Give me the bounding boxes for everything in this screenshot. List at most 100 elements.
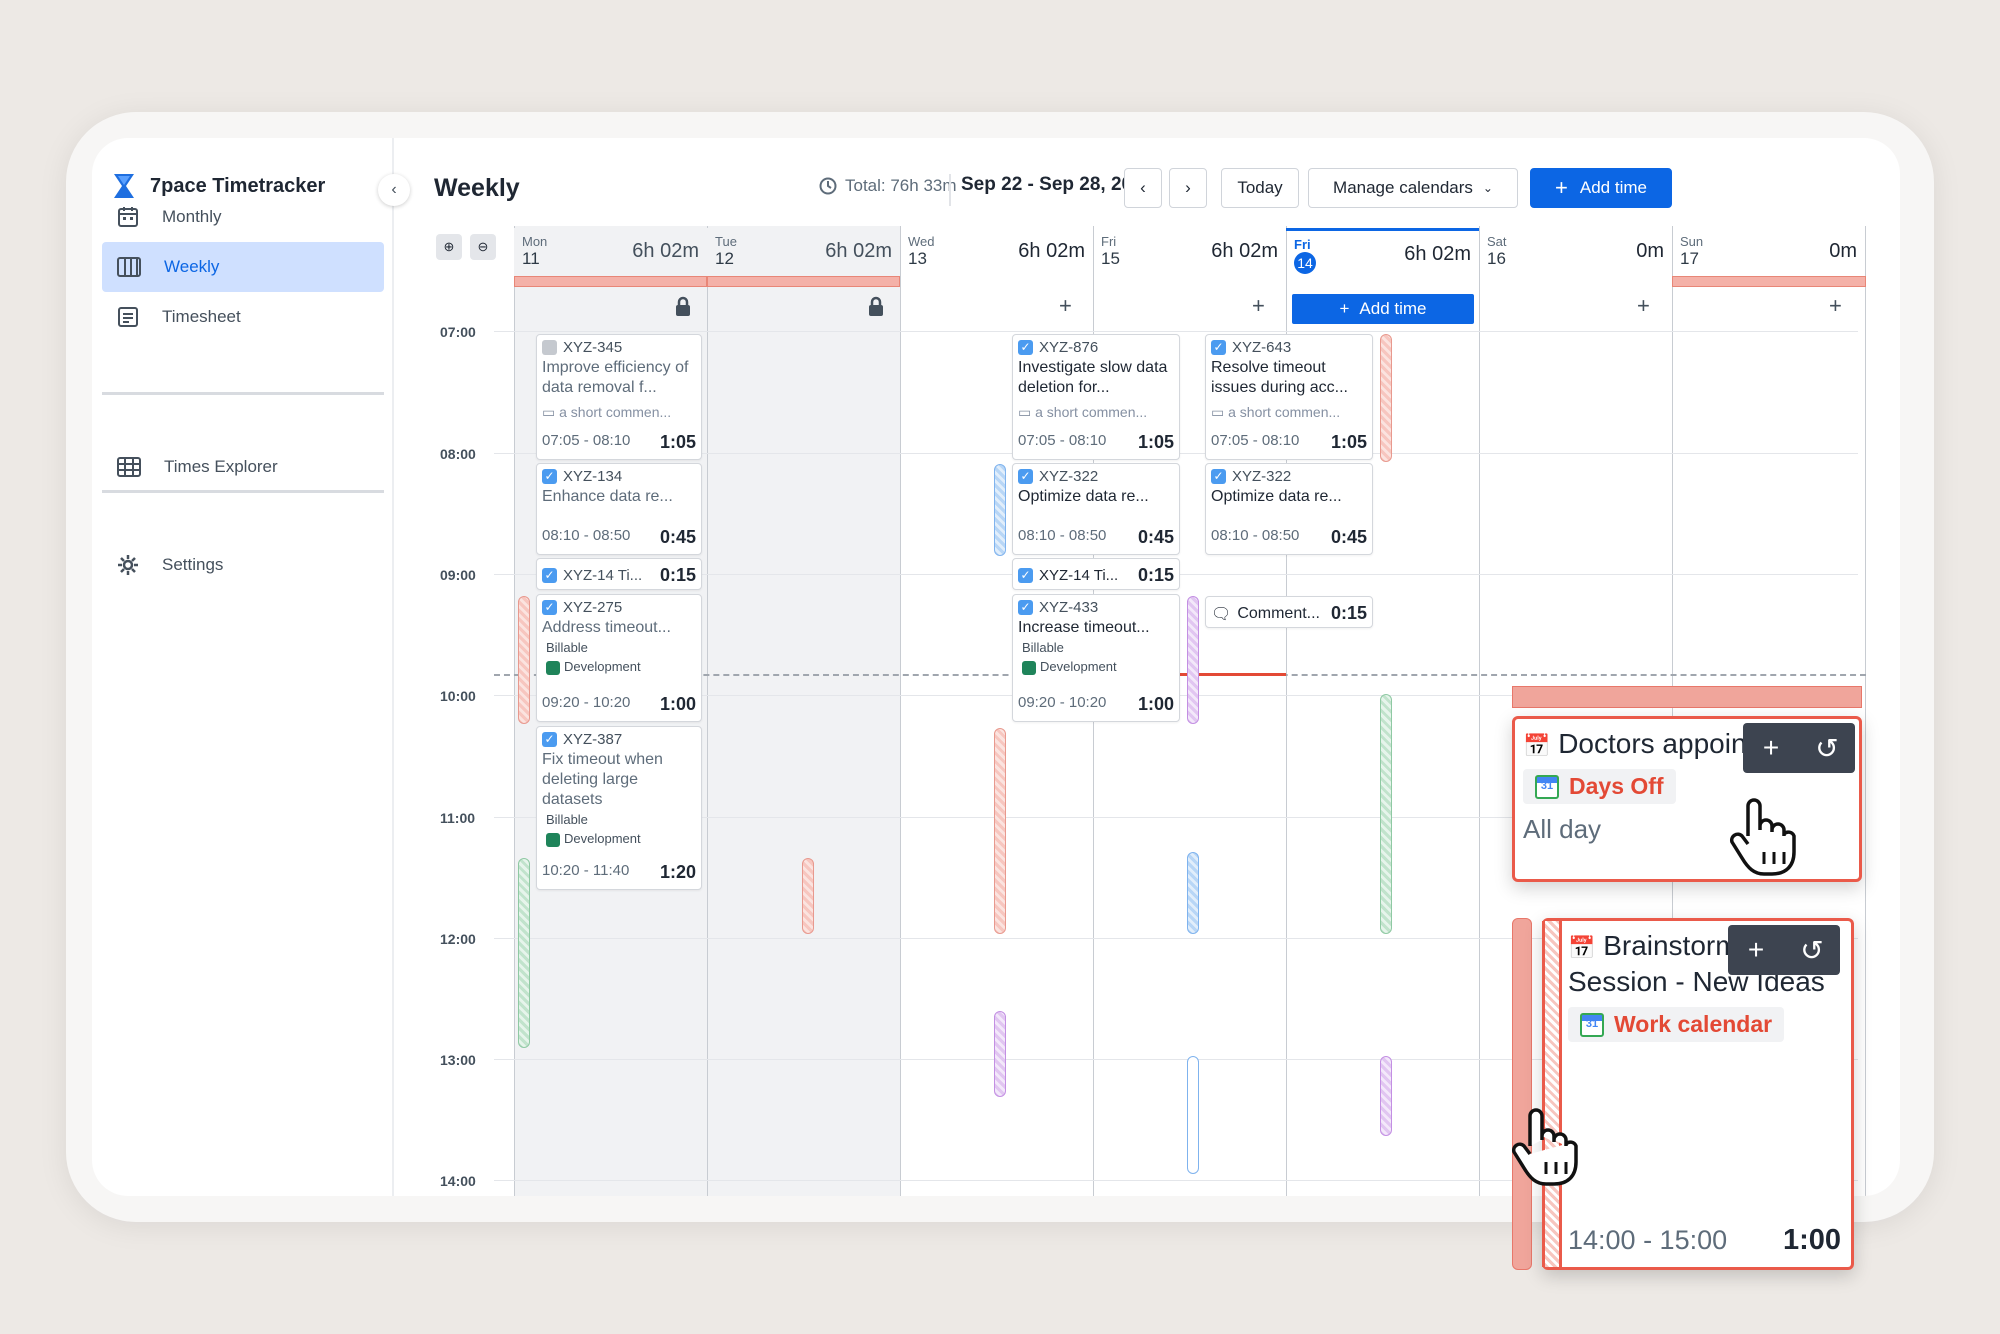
entry-range: 07:05 - 08:10 xyxy=(1018,432,1107,449)
calendar-event-marker[interactable] xyxy=(1380,1056,1392,1136)
sidebar-divider xyxy=(102,392,384,395)
time-entry[interactable]: XYZ-345 Improve efficiency of data remov… xyxy=(536,334,702,460)
entry-id: XYZ-275 xyxy=(563,599,623,616)
day-hours: 6h 02m xyxy=(1018,240,1085,262)
time-entry[interactable]: ✓ XYZ-14 Ti... 0:15 xyxy=(1012,558,1180,590)
event-duration: 1:00 xyxy=(1782,1224,1841,1256)
entry-id-row: XYZ-345 xyxy=(542,339,696,356)
doctors-appointment-card[interactable]: 📅 Doctors appointment 31 Days Off All day… xyxy=(1512,716,1862,882)
event-actions: + ↺ xyxy=(1728,925,1840,975)
entry-title: Investigate slow data deletion for... xyxy=(1018,359,1168,396)
calendar-event-marker[interactable] xyxy=(1187,852,1199,934)
calendar-event-marker[interactable] xyxy=(802,858,814,934)
sidebar-item-weekly[interactable]: Weekly xyxy=(102,242,384,292)
entry-id: XYZ-433 xyxy=(1039,599,1099,616)
calendar-week-icon xyxy=(117,257,141,277)
time-entry[interactable]: ✓ XYZ-876 Investigate slow data deletion … xyxy=(1012,334,1180,460)
day-name: Sun xyxy=(1680,234,1704,249)
entry-range: 10:20 - 11:40 xyxy=(542,862,630,879)
today-button[interactable]: Today xyxy=(1221,168,1299,208)
sidebar-item-timesheet[interactable]: Timesheet xyxy=(102,292,384,342)
hour-line xyxy=(494,938,1858,939)
day-column-sun[interactable] xyxy=(1672,226,1866,1196)
history-icon[interactable]: ↺ xyxy=(1800,934,1824,966)
entry-duration: 0:45 xyxy=(1330,527,1367,547)
checkbox-icon: ✓ xyxy=(1018,600,1033,615)
calendar-name: Days Off xyxy=(1569,773,1664,799)
tag-label: Development xyxy=(564,831,641,846)
calendar-event-marker[interactable] xyxy=(994,464,1006,556)
next-week-button[interactable]: › xyxy=(1169,168,1207,208)
checkbox-icon: ✓ xyxy=(542,568,557,583)
day-date: 17 xyxy=(1680,249,1699,268)
add-entry-plus-icon[interactable]: + xyxy=(1252,293,1265,318)
today-date: 14 xyxy=(1294,252,1316,274)
calendar-event-marker[interactable] xyxy=(994,1011,1006,1097)
time-entry[interactable]: 🗨 Comment... 0:15 xyxy=(1205,596,1373,628)
day-column-wed[interactable] xyxy=(900,226,1093,1196)
calendar-event-marker[interactable] xyxy=(1187,596,1199,724)
calendar-event-marker[interactable] xyxy=(1187,1056,1199,1174)
all-day-band xyxy=(1512,686,1862,708)
entry-footer: 07:05 - 08:10 1:05 xyxy=(1211,432,1367,453)
time-entry[interactable]: ✓ XYZ-433 Increase timeout... Billable De… xyxy=(1012,594,1180,722)
day-date: 15 xyxy=(1101,249,1120,268)
day-column-sat[interactable] xyxy=(1479,226,1672,1196)
zoom-out-button[interactable]: ⊖ xyxy=(470,234,496,260)
sidebar-item-label: Settings xyxy=(162,555,224,574)
time-entry[interactable]: ✓ XYZ-322 Optimize data re... 08:10 - 08:… xyxy=(1205,463,1373,555)
zoom-in-button[interactable]: ⊕ xyxy=(436,234,462,260)
calendar-event-marker[interactable] xyxy=(1380,334,1392,462)
calendar-event-marker[interactable] xyxy=(1380,694,1392,934)
day-add-time-button[interactable]: + Add time xyxy=(1292,294,1474,324)
day-column-tue[interactable] xyxy=(707,226,900,1196)
calendar-event-marker[interactable] xyxy=(518,596,530,724)
manage-calendars-label: Manage calendars xyxy=(1333,178,1473,197)
all-day-label: All day xyxy=(1523,814,1602,844)
calendar-event-marker[interactable] xyxy=(994,728,1006,934)
day-name: Fri xyxy=(1294,237,1311,252)
day-column-fri14[interactable] xyxy=(1286,226,1479,1196)
collapse-sidebar-button[interactable]: ‹ xyxy=(378,174,410,206)
comment-icon: ▭ xyxy=(542,404,560,420)
plus-icon[interactable]: + xyxy=(1747,934,1765,965)
brainstorming-card[interactable]: 📅 Brainstorming Session - New Ideas 31 Wo… xyxy=(1542,918,1854,1270)
add-time-button[interactable]: + Add time xyxy=(1530,168,1672,208)
prev-week-button[interactable]: ‹ xyxy=(1124,168,1162,208)
time-entry[interactable]: ✓ XYZ-387 Fix timeout when deleting large… xyxy=(536,726,702,890)
time-entry[interactable]: ✓ XYZ-643 Resolve timeout issues during a… xyxy=(1205,334,1373,460)
sidebar-item-monthly[interactable]: Monthly xyxy=(102,192,384,242)
app-logo: 7pace Timetracker xyxy=(112,172,325,200)
hour-line xyxy=(494,1180,1858,1181)
manage-calendars-dropdown[interactable]: Manage calendars ⌄ xyxy=(1308,168,1518,208)
plus-icon[interactable]: + xyxy=(1762,732,1780,763)
time-entry[interactable]: ✓ XYZ-322 Optimize data re... 08:10 - 08:… xyxy=(1012,463,1180,555)
hour-label: 10:00 xyxy=(440,688,476,704)
comment-icon: ▭ xyxy=(1018,404,1036,420)
checkbox-icon: ✓ xyxy=(1018,340,1033,355)
add-entry-plus-icon[interactable]: + xyxy=(1059,293,1072,318)
time-entry[interactable]: ✓ XYZ-14 Ti... 0:15 xyxy=(536,558,702,590)
entry-range: 08:10 - 08:50 xyxy=(1211,527,1300,544)
plus-icon: + xyxy=(1555,175,1568,200)
add-entry-plus-icon[interactable]: + xyxy=(1829,293,1842,318)
sidebar-item-times-explorer[interactable]: Times Explorer xyxy=(102,442,384,492)
entry-duration: 0:15 xyxy=(1137,565,1174,585)
gear-icon xyxy=(118,555,138,575)
history-icon[interactable]: ↺ xyxy=(1815,732,1839,764)
day-header-fri15: Fri 15 6h 02m xyxy=(1093,228,1286,276)
calendar-event-marker[interactable] xyxy=(518,858,530,1048)
time-entry[interactable]: ✓ XYZ-275 Address timeout... Billable Dev… xyxy=(536,594,702,722)
entry-duration: 0:15 xyxy=(659,565,696,585)
plus-icon: + xyxy=(1339,299,1350,318)
entry-id-row: ✓ XYZ-322 xyxy=(1018,468,1174,485)
entry-duration: 0:45 xyxy=(1137,527,1174,547)
sidebar-item-label: Monthly xyxy=(162,207,222,226)
time-entry[interactable]: ✓ XYZ-134 Enhance data re... 08:10 - 08:5… xyxy=(536,463,702,555)
calendar-badge: 31 Days Off xyxy=(1523,769,1676,804)
day-date: 13 xyxy=(908,249,927,268)
entry-id-row: 🗨 Comment... 0:15 xyxy=(1211,603,1367,624)
entry-footer: 08:10 - 08:50 0:45 xyxy=(1211,527,1367,548)
add-entry-plus-icon[interactable]: + xyxy=(1637,293,1650,318)
sidebar-item-settings[interactable]: Settings xyxy=(102,540,384,590)
